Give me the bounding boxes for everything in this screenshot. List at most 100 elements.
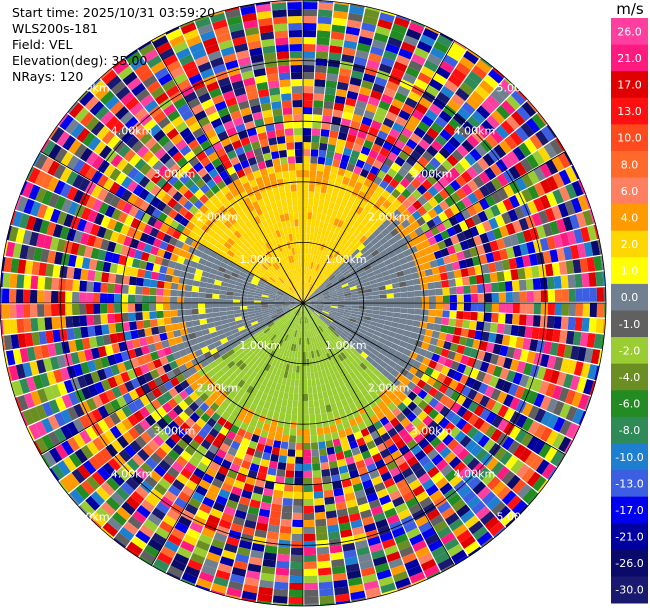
noise-gate (304, 596, 319, 604)
echo-gate (299, 365, 303, 373)
noise-gate (387, 151, 398, 162)
noise-gate (303, 72, 315, 80)
noise-gate (277, 553, 290, 562)
noise-gate (542, 341, 552, 355)
noise-gate (262, 559, 276, 568)
noise-gate (79, 280, 88, 292)
noise-gate (505, 222, 516, 236)
noise-gate (580, 226, 591, 243)
noise-gate (365, 6, 381, 12)
noise-gate (414, 78, 429, 91)
noise-gate (491, 282, 499, 293)
noise-gate (135, 303, 143, 312)
noise-gate (564, 439, 573, 454)
noise-gate (434, 401, 445, 413)
noise-gate (279, 79, 291, 88)
noise-gate (468, 520, 484, 535)
noise-gate (529, 339, 539, 352)
noise-gate (137, 328, 146, 338)
noise-gate (485, 181, 497, 194)
echo-gate (306, 365, 311, 373)
noise-gate (417, 389, 428, 400)
noise-gate (354, 136, 365, 146)
noise-gate (442, 219, 453, 230)
noise-gate (245, 512, 258, 523)
noise-gate (526, 200, 538, 215)
noise-gate (251, 492, 263, 502)
noise-gate (303, 22, 317, 31)
noise-gate (489, 322, 498, 333)
noise-gate (100, 282, 108, 293)
noise-gate (372, 83, 385, 94)
noise-gate (415, 490, 429, 503)
noise-gate (590, 349, 601, 365)
noise-gate (490, 428, 503, 443)
noise-gate (149, 319, 158, 328)
noise-gate (539, 353, 550, 368)
echo-gate (281, 434, 290, 443)
noise-gate (353, 165, 363, 175)
noise-gate (443, 141, 456, 154)
echo-gate (170, 289, 178, 297)
noise-gate (316, 44, 329, 53)
noise-gate (358, 502, 371, 513)
noise-gate (475, 448, 488, 462)
noise-gate (263, 488, 274, 497)
noise-gate (451, 149, 464, 162)
noise-gate (259, 579, 274, 589)
noise-gate (485, 252, 495, 263)
noise-gate (476, 321, 484, 331)
noise-gate (496, 391, 508, 404)
noise-gate (505, 370, 516, 383)
noise-gate (421, 478, 435, 491)
echo-gate (191, 285, 200, 292)
noise-gate (373, 420, 384, 430)
noise-gate (342, 147, 353, 157)
noise-gate (310, 442, 319, 450)
noise-gate (486, 230, 496, 242)
noise-gate (417, 195, 428, 206)
noise-gate (533, 166, 546, 182)
echo-gate (418, 327, 427, 336)
noise-gate (453, 352, 463, 363)
noise-gate (441, 317, 450, 326)
noise-gate (470, 90, 485, 105)
noise-gate (485, 342, 495, 353)
noise-gate (440, 348, 450, 358)
noise-gate (496, 238, 506, 250)
noise-gate (303, 127, 312, 136)
noise-gate (437, 557, 454, 571)
noise-gate (407, 401, 418, 412)
noise-gate (526, 154, 539, 169)
echo-gate (316, 170, 324, 179)
noise-gate (285, 470, 295, 478)
noise-gate (456, 311, 464, 320)
noise-gate (501, 436, 515, 451)
noise-gate (343, 104, 355, 114)
noise-gate (231, 567, 247, 577)
noise-gate (589, 380, 596, 396)
noise-gate (457, 126, 471, 139)
noise-gate (312, 114, 322, 122)
echo-gate (184, 315, 193, 322)
noise-gate (350, 590, 366, 601)
noise-gate (390, 162, 402, 173)
echo-gate (379, 289, 387, 295)
noise-gate (500, 120, 515, 135)
noise-gate (404, 121, 417, 133)
noise-gate (429, 157, 441, 169)
noise-gate (450, 360, 460, 371)
noise-gate (320, 129, 330, 137)
noise-gate (313, 491, 324, 499)
echo-gate (317, 434, 325, 443)
noise-gate (285, 135, 294, 143)
echo-gate (289, 386, 295, 394)
noise-gate (546, 192, 558, 207)
noise-gate (295, 449, 303, 457)
noise-gate (451, 335, 461, 344)
noise-gate (303, 149, 311, 157)
noise-gate (486, 114, 500, 129)
noise-gate (556, 371, 567, 387)
noise-gate (597, 350, 603, 365)
noise-gate (488, 375, 500, 388)
